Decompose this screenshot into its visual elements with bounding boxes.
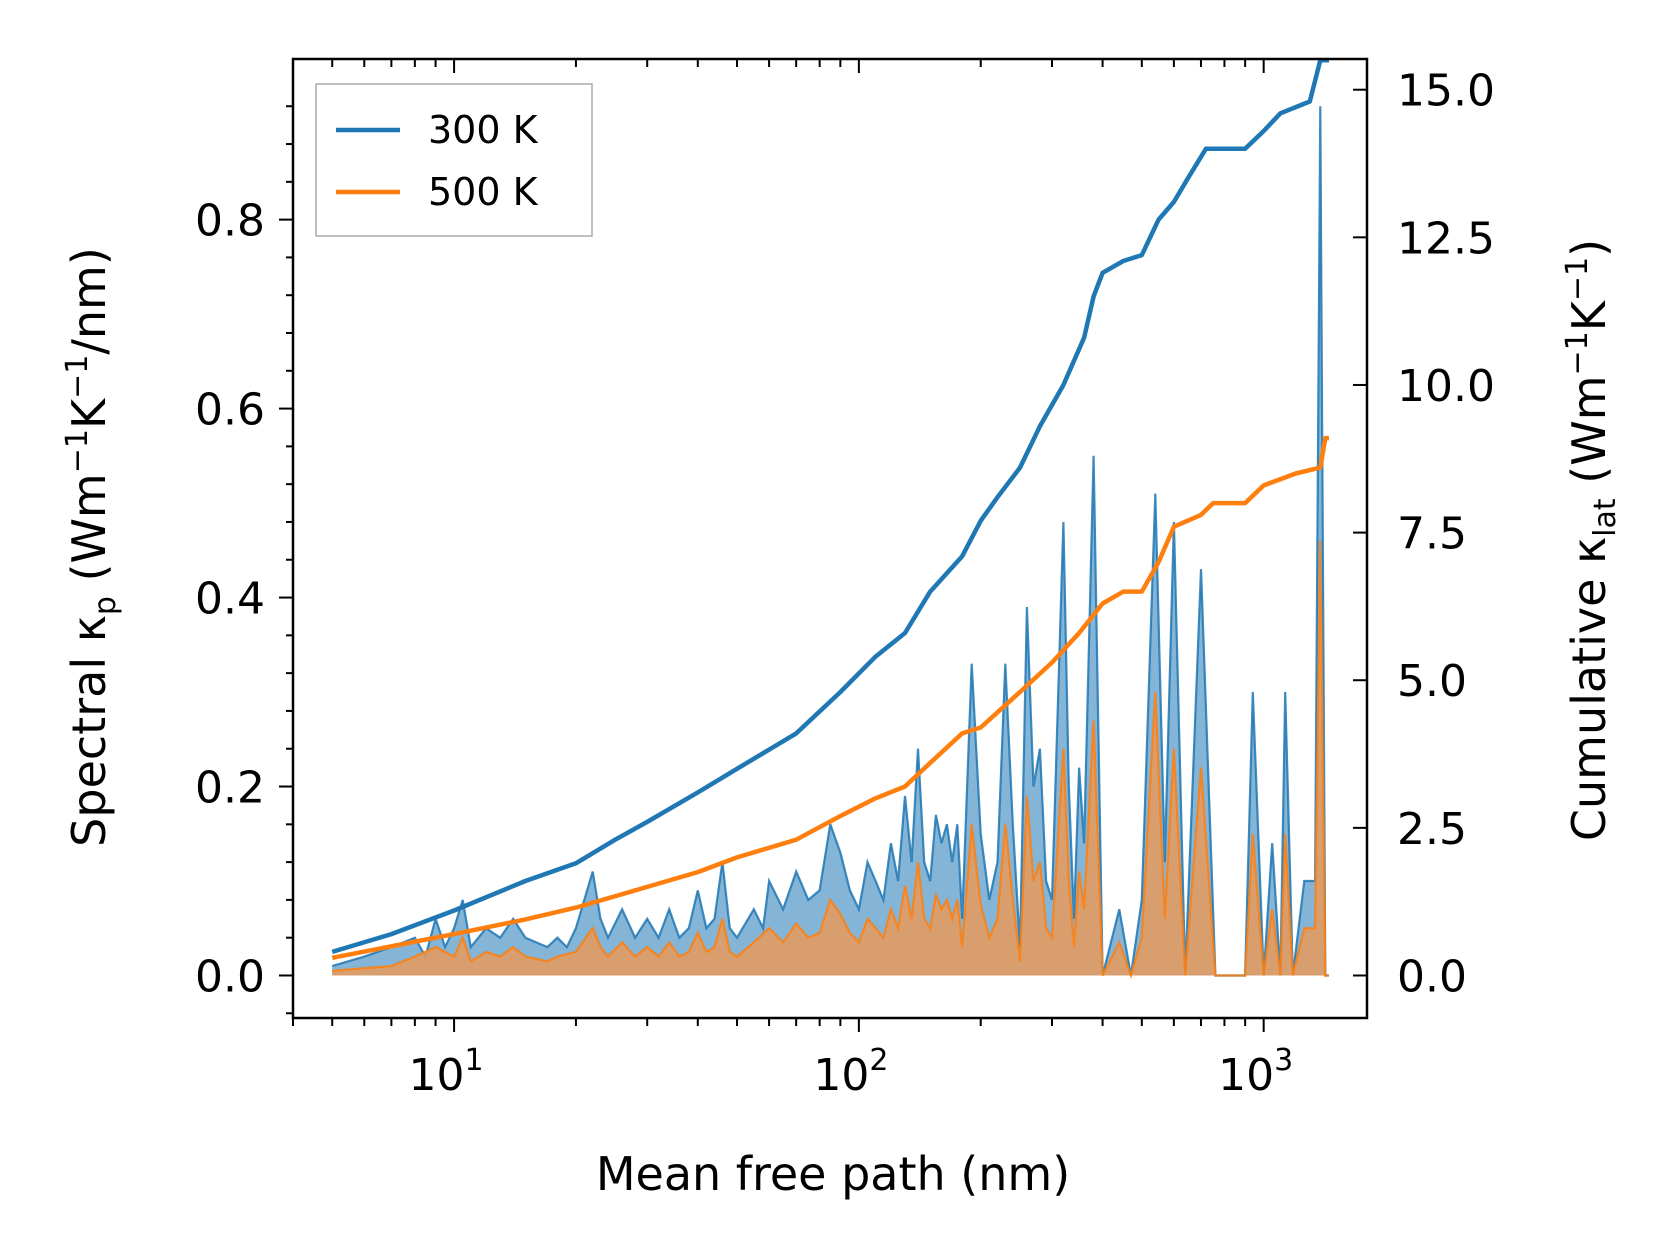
spectral-fills	[331, 106, 1329, 980]
legend-label: 500 K	[428, 170, 539, 214]
axes	[291, 57, 1369, 1020]
legend-box	[315, 83, 593, 237]
spectral-line-300k	[331, 106, 1329, 977]
x-tick-label: 102	[813, 1043, 888, 1101]
y-axis-label-left: Spectral κp (Wm−1K−1/nm)	[60, 247, 123, 847]
y-left-tick-label: 0.4	[195, 574, 265, 625]
y-right-tick-label: 10.0	[1397, 361, 1495, 412]
y-left-tick-label: 0.6	[195, 385, 265, 436]
series-lines	[331, 59, 1329, 961]
x-tick-label: 103	[1218, 1043, 1293, 1101]
y-left-tick-label: 0.8	[195, 196, 265, 247]
y-right-tick-label: 5.0	[1397, 656, 1467, 707]
cumulative-line-300k	[331, 59, 1329, 955]
legend-label: 300 K	[428, 108, 539, 152]
y-right-tick-label: 12.5	[1397, 213, 1495, 264]
x-tick-label: 101	[409, 1043, 484, 1101]
y-right-tick-label: 2.5	[1397, 804, 1467, 855]
x-axis-label: Mean free path (nm)	[596, 1147, 1070, 1201]
y-right-tick-label: 15.0	[1397, 66, 1495, 117]
ticks: 101 102 103 0.0 0.2 0.4 0.6 0.8 0.0 2.5 5.0 7.5 10.0…	[195, 59, 1495, 1101]
y-right-tick-label: 0.0	[1397, 951, 1467, 1002]
y-axis-label-right: Cumulative κlat (Wm−1K−1)	[1560, 239, 1623, 841]
plot-frame	[291, 57, 1369, 1020]
legend: 300 K 500 K	[315, 83, 593, 237]
cumulative-line-500k	[331, 435, 1329, 961]
spectral-line-500k	[332, 540, 1329, 980]
y-left-tick-label: 0.0	[195, 951, 265, 1002]
y-right-tick-label: 7.5	[1397, 509, 1467, 560]
y-left-tick-label: 0.2	[195, 763, 265, 814]
